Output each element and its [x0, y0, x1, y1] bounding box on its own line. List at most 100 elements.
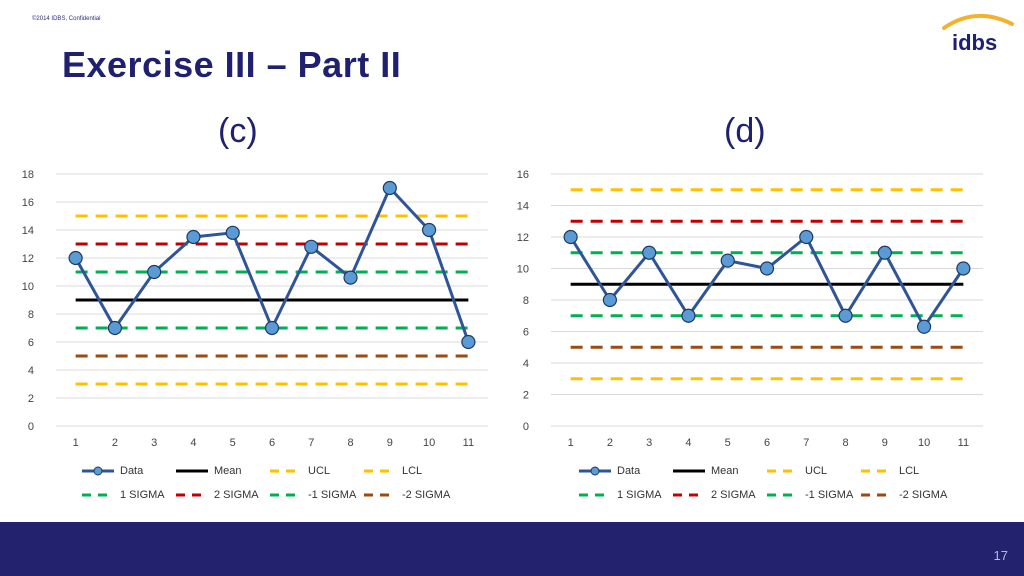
legend-item-data: Data — [80, 465, 174, 477]
legend-item-two-sigma: 2 SIGMA — [671, 489, 765, 501]
y-tick-label: 14 — [22, 225, 34, 237]
legend-item-mean: Mean — [671, 465, 765, 477]
data-point — [147, 264, 162, 280]
legend-item-two-sigma: 2 SIGMA — [174, 489, 268, 501]
data-point — [107, 320, 123, 336]
y-tick-label: 10 — [517, 264, 529, 276]
data-point — [461, 334, 476, 350]
x-tick-label: 4 — [190, 437, 196, 449]
legend-row: Data Mean UCL LCL — [577, 464, 953, 478]
y-tick-label: 4 — [28, 365, 34, 377]
x-tick-label: 5 — [230, 437, 236, 449]
y-tick-label: 12 — [22, 253, 34, 265]
data-point — [838, 308, 853, 323]
data-point — [681, 308, 696, 323]
legend-swatch — [176, 469, 208, 473]
chart-d-label: (d) — [724, 112, 766, 150]
x-tick-label: 6 — [764, 437, 770, 449]
legend-label: Data — [120, 465, 144, 477]
y-tick-label: 10 — [22, 281, 34, 293]
data-point — [225, 225, 240, 240]
series-line-data — [569, 234, 965, 330]
x-tick-label: 3 — [646, 437, 652, 449]
legend-swatch — [270, 469, 302, 473]
legend-swatch — [673, 469, 705, 473]
y-tick-label: 8 — [28, 309, 34, 321]
y-tick-label: 16 — [22, 197, 34, 209]
legend-item-neg-two-sigma: -2 SIGMA — [859, 489, 953, 501]
legend-label: UCL — [805, 465, 828, 477]
legend-label: 2 SIGMA — [711, 489, 756, 501]
y-tick-label: 0 — [523, 421, 529, 433]
y-tick-label: 14 — [517, 201, 529, 213]
legend-label: Mean — [214, 465, 242, 477]
legend-label: UCL — [308, 465, 331, 477]
y-tick-label: 4 — [523, 358, 529, 370]
x-tick-label: 2 — [112, 437, 118, 449]
x-tick-label: 9 — [387, 437, 393, 449]
page-number: 17 — [993, 548, 1008, 563]
data-point — [799, 229, 814, 245]
legend-swatch — [861, 469, 893, 473]
legend-item-lcl: LCL — [362, 465, 456, 477]
data-point — [602, 292, 618, 308]
legend-row: 1 SIGMA 2 SIGMA -1 SIGMA -2 SIGMA — [80, 488, 456, 502]
data-point — [186, 229, 201, 245]
legend-row: 1 SIGMA 2 SIGMA -1 SIGMA -2 SIGMA — [577, 488, 953, 502]
legend-item-neg-one-sigma: -1 SIGMA — [268, 489, 362, 501]
legend-label: 1 SIGMA — [120, 489, 165, 501]
legend-swatch — [270, 493, 302, 497]
legend-swatch — [364, 493, 396, 497]
data-point — [642, 245, 657, 260]
data-point — [304, 239, 319, 254]
legend-label: Data — [617, 465, 641, 477]
data-point — [563, 229, 578, 245]
x-tick-label: 10 — [423, 437, 435, 449]
y-tick-label: 16 — [517, 169, 529, 181]
data-point — [264, 320, 280, 336]
y-tick-label: 2 — [523, 390, 529, 402]
y-tick-label: 0 — [28, 421, 34, 433]
legend-swatch — [579, 466, 611, 476]
x-tick-label: 2 — [607, 437, 613, 449]
slide-title: Exercise III – Part II — [62, 44, 402, 85]
legend-label: LCL — [899, 465, 920, 477]
logo-text: idbs — [952, 30, 997, 55]
legend-swatch — [176, 493, 208, 497]
x-tick-label: 4 — [685, 437, 691, 449]
footer-bar — [0, 522, 1024, 576]
legend-label: LCL — [402, 465, 423, 477]
x-tick-label: 8 — [842, 437, 848, 449]
data-point — [421, 222, 437, 238]
data-point — [759, 261, 775, 276]
legend-swatch — [364, 469, 396, 473]
series-line-data — [74, 185, 470, 343]
y-tick-label: 2 — [28, 393, 34, 405]
legend-item-one-sigma: 1 SIGMA — [80, 489, 174, 501]
legend-swatch — [673, 493, 705, 497]
legend-item-data: Data — [577, 465, 671, 477]
x-tick-label: 6 — [269, 437, 275, 449]
x-tick-label: 10 — [918, 437, 930, 449]
x-tick-label: 3 — [151, 437, 157, 449]
legend-item-one-sigma: 1 SIGMA — [577, 489, 671, 501]
x-tick-label: 7 — [308, 437, 314, 449]
data-point — [877, 245, 892, 260]
x-tick-label: 11 — [958, 437, 969, 449]
y-tick-label: 6 — [523, 327, 529, 339]
legend-item-mean: Mean — [174, 465, 268, 477]
data-point — [956, 261, 971, 276]
legend-swatch — [767, 469, 799, 473]
data-point — [343, 270, 358, 285]
logo-swoosh — [942, 13, 1014, 30]
legend-swatch — [861, 493, 893, 497]
y-tick-label: 12 — [517, 232, 529, 244]
legend-item-neg-two-sigma: -2 SIGMA — [362, 489, 456, 501]
data-point — [382, 180, 397, 196]
legend-swatch — [579, 493, 611, 497]
y-tick-label: 18 — [22, 169, 34, 181]
legend-swatch — [82, 493, 114, 497]
legend-label: -1 SIGMA — [308, 489, 357, 501]
legend-item-neg-one-sigma: -1 SIGMA — [765, 489, 859, 501]
